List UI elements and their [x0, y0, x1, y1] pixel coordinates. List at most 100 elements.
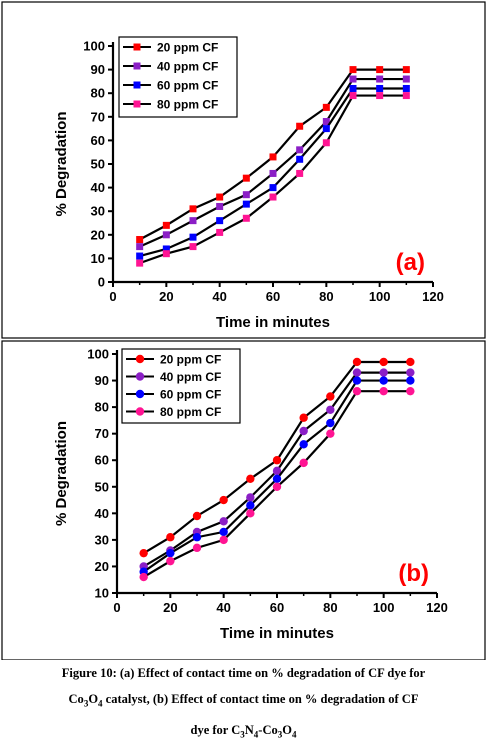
legend-marker: [134, 82, 141, 89]
y-axis-title: % Degradation: [53, 421, 70, 526]
legend-marker: [134, 101, 141, 108]
x-tick-label: 120: [422, 289, 444, 304]
caption-text: O: [88, 692, 98, 706]
y-tick-label: 20: [91, 227, 105, 242]
legend-marker: [136, 355, 144, 363]
data-point: [166, 557, 174, 565]
data-point: [219, 496, 227, 504]
y-tick-label: 40: [95, 506, 109, 521]
y-axis-title: % Degradation: [53, 111, 70, 216]
figure-caption: Figure 10: (a) Effect of contact time on…: [0, 660, 487, 747]
data-point: [299, 427, 307, 435]
y-tick-label: 100: [83, 39, 105, 54]
y-tick-label: 30: [95, 532, 109, 547]
data-point: [270, 194, 277, 201]
data-point: [326, 419, 334, 427]
data-point: [406, 376, 414, 384]
x-tick-label: 80: [323, 600, 337, 615]
y-tick-label: 90: [95, 373, 109, 388]
data-point: [216, 194, 223, 201]
panel-border: [2, 2, 485, 338]
legend-label: 80 ppm CF: [160, 405, 221, 419]
caption-subscript: 4: [292, 729, 297, 739]
x-tick-label: 0: [113, 600, 120, 615]
data-point: [216, 229, 223, 236]
x-tick-label: 100: [369, 289, 391, 304]
data-point: [326, 392, 334, 400]
data-point: [406, 387, 414, 395]
y-tick-label: 80: [91, 86, 105, 101]
y-tick-label: 60: [91, 133, 105, 148]
data-point: [270, 184, 277, 191]
data-point: [350, 92, 357, 99]
data-point: [296, 170, 303, 177]
y-tick-label: 0: [98, 275, 105, 290]
data-point: [270, 153, 277, 160]
data-point: [193, 512, 201, 520]
data-point: [190, 217, 197, 224]
data-point: [299, 414, 307, 422]
data-point: [323, 139, 330, 146]
data-point: [403, 85, 410, 92]
data-point: [326, 429, 334, 437]
y-tick-label: 50: [95, 479, 109, 494]
y-tick-label: 60: [95, 453, 109, 468]
x-tick-label: 20: [159, 289, 173, 304]
series-line-4: [140, 96, 407, 264]
data-point: [166, 533, 174, 541]
data-point: [166, 549, 174, 557]
data-point: [243, 201, 250, 208]
data-point: [296, 146, 303, 153]
legend-label: 80 ppm CF: [157, 98, 218, 112]
data-point: [406, 358, 414, 366]
y-tick-label: 40: [91, 180, 105, 195]
data-point: [190, 205, 197, 212]
legend-label: 60 ppm CF: [160, 388, 221, 402]
data-point: [136, 236, 143, 243]
x-tick-label: 20: [163, 600, 177, 615]
data-point: [139, 573, 147, 581]
data-point: [216, 217, 223, 224]
y-tick-label: 70: [91, 109, 105, 124]
data-point: [246, 493, 254, 501]
data-point: [353, 376, 361, 384]
data-point: [136, 253, 143, 260]
data-point: [193, 544, 201, 552]
data-point: [379, 376, 387, 384]
data-point: [243, 191, 250, 198]
y-tick-label: 20: [95, 559, 109, 574]
data-point: [403, 66, 410, 73]
data-point: [376, 92, 383, 99]
caption-text: -Co: [258, 723, 277, 737]
data-point: [323, 104, 330, 111]
x-tick-label: 80: [319, 289, 333, 304]
caption-text: dye for C: [191, 723, 241, 737]
data-point: [246, 475, 254, 483]
data-point: [353, 358, 361, 366]
x-tick-label: 120: [426, 600, 448, 615]
data-point: [190, 243, 197, 250]
data-point: [296, 123, 303, 130]
x-tick-label: 100: [373, 600, 395, 615]
caption-text: O: [282, 723, 292, 737]
data-point: [299, 440, 307, 448]
legend-marker: [134, 63, 141, 70]
x-tick-label: 60: [266, 289, 280, 304]
data-point: [403, 92, 410, 99]
data-point: [296, 156, 303, 163]
caption-line-3: dye for C3N4-Co3O4: [0, 717, 487, 747]
legend-label: 20 ppm CF: [157, 41, 218, 55]
data-point: [376, 76, 383, 83]
data-point: [136, 243, 143, 250]
data-point: [243, 215, 250, 222]
y-tick-label: 100: [87, 347, 109, 362]
data-point: [163, 222, 170, 229]
data-point: [326, 406, 334, 414]
data-point: [376, 66, 383, 73]
data-point: [350, 85, 357, 92]
caption-text: catalyst, (b) Effect of contact time on …: [103, 692, 419, 706]
data-point: [379, 368, 387, 376]
data-point: [246, 509, 254, 517]
